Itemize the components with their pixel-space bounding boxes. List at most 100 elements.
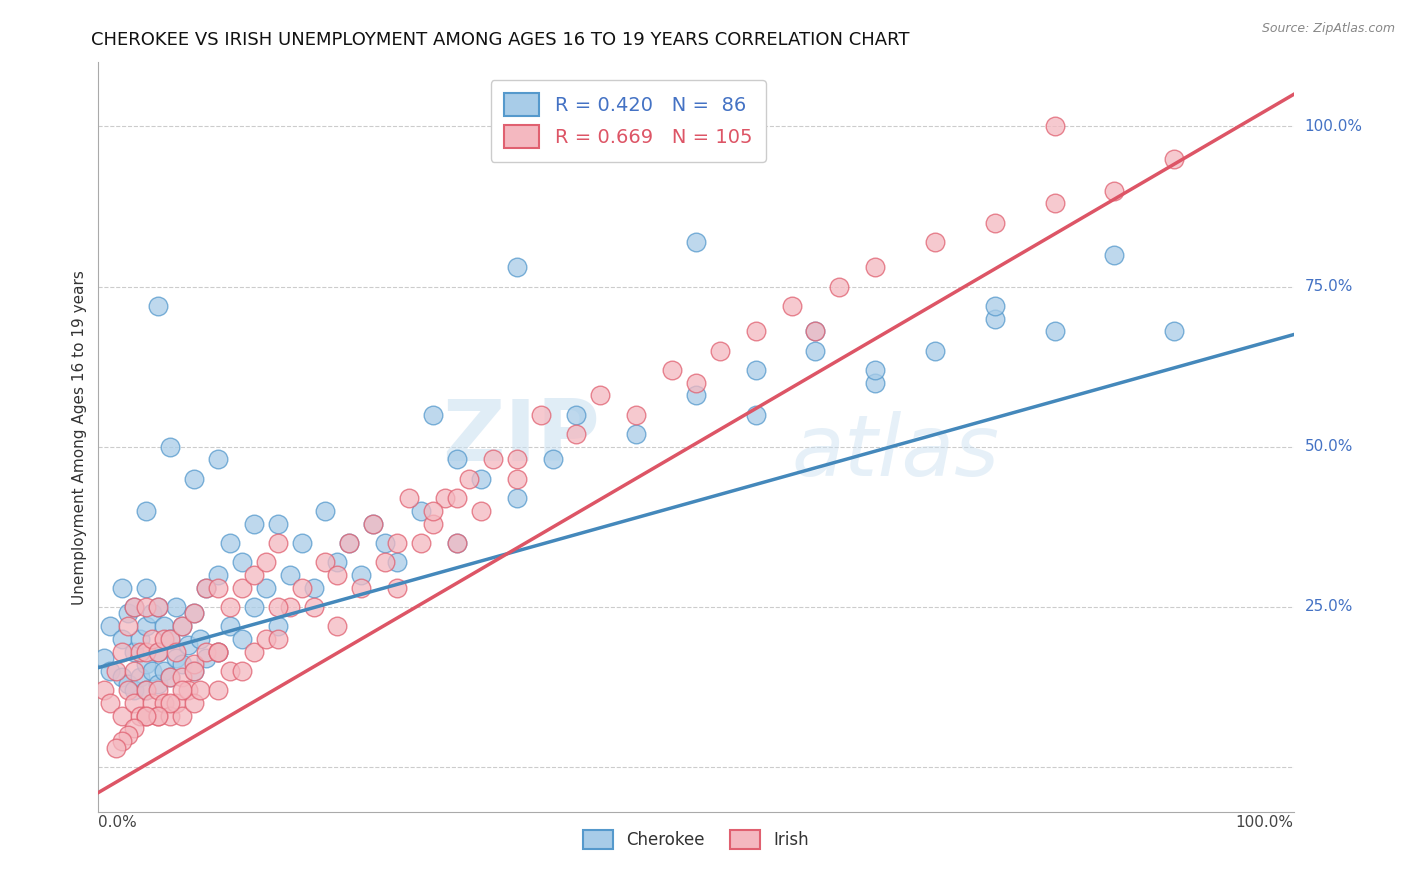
Text: 100.0%: 100.0% bbox=[1236, 815, 1294, 830]
Point bbox=[565, 408, 588, 422]
Point bbox=[446, 535, 468, 549]
Point bbox=[98, 619, 122, 633]
Point bbox=[111, 670, 134, 684]
Text: 100.0%: 100.0% bbox=[1305, 119, 1362, 134]
Point bbox=[124, 696, 146, 710]
Point bbox=[153, 632, 176, 646]
Point bbox=[626, 408, 648, 422]
Point bbox=[159, 670, 181, 684]
Point bbox=[172, 619, 194, 633]
Point bbox=[374, 555, 396, 569]
Point bbox=[446, 535, 468, 549]
Point bbox=[183, 606, 205, 620]
Point bbox=[183, 472, 205, 486]
Point bbox=[93, 683, 115, 698]
Point bbox=[865, 363, 887, 377]
Point bbox=[291, 535, 314, 549]
Point bbox=[153, 664, 176, 678]
Text: 75.0%: 75.0% bbox=[1305, 279, 1353, 294]
Point bbox=[141, 632, 163, 646]
Point bbox=[385, 535, 409, 549]
Point bbox=[434, 491, 457, 505]
Point bbox=[135, 581, 157, 595]
Point bbox=[506, 452, 529, 467]
Point bbox=[865, 260, 887, 275]
Point bbox=[111, 734, 134, 748]
Text: atlas: atlas bbox=[792, 410, 1000, 493]
Point bbox=[458, 472, 481, 486]
Point bbox=[422, 504, 444, 518]
Point bbox=[183, 664, 205, 678]
Point bbox=[278, 567, 301, 582]
Point bbox=[804, 325, 827, 339]
Point bbox=[1163, 152, 1185, 166]
Point bbox=[177, 683, 200, 698]
Point bbox=[124, 664, 146, 678]
Point bbox=[135, 599, 157, 614]
Point bbox=[1043, 325, 1066, 339]
Point bbox=[117, 619, 139, 633]
Point bbox=[243, 599, 266, 614]
Point bbox=[326, 619, 349, 633]
Point bbox=[1104, 247, 1126, 261]
Point bbox=[135, 708, 157, 723]
Point bbox=[111, 581, 134, 595]
Point bbox=[183, 606, 205, 620]
Point bbox=[124, 683, 146, 698]
Point bbox=[177, 638, 200, 652]
Point bbox=[148, 645, 170, 659]
Point bbox=[124, 645, 146, 659]
Point bbox=[159, 632, 181, 646]
Point bbox=[148, 708, 170, 723]
Point bbox=[117, 728, 139, 742]
Point bbox=[661, 363, 683, 377]
Point bbox=[148, 299, 170, 313]
Point bbox=[219, 664, 242, 678]
Point bbox=[780, 299, 803, 313]
Point bbox=[135, 683, 157, 698]
Point bbox=[1163, 325, 1185, 339]
Point bbox=[685, 376, 707, 390]
Point bbox=[385, 581, 409, 595]
Point bbox=[153, 619, 176, 633]
Point bbox=[124, 722, 146, 736]
Point bbox=[135, 683, 157, 698]
Point bbox=[315, 555, 337, 569]
Point bbox=[385, 555, 409, 569]
Point bbox=[148, 645, 170, 659]
Point bbox=[183, 657, 205, 672]
Point bbox=[165, 651, 187, 665]
Point bbox=[315, 504, 337, 518]
Point bbox=[105, 740, 128, 755]
Point bbox=[254, 555, 277, 569]
Point bbox=[350, 567, 373, 582]
Legend: Cherokee, Irish: Cherokee, Irish bbox=[576, 823, 815, 855]
Point bbox=[172, 683, 194, 698]
Text: Source: ZipAtlas.com: Source: ZipAtlas.com bbox=[1261, 22, 1395, 36]
Point bbox=[626, 426, 648, 441]
Point bbox=[172, 670, 194, 684]
Point bbox=[117, 606, 139, 620]
Point bbox=[135, 645, 157, 659]
Point bbox=[709, 343, 731, 358]
Point bbox=[98, 696, 122, 710]
Point bbox=[506, 260, 529, 275]
Point bbox=[165, 599, 187, 614]
Point bbox=[481, 452, 505, 467]
Point bbox=[172, 657, 194, 672]
Point bbox=[141, 696, 163, 710]
Point bbox=[153, 696, 176, 710]
Point bbox=[117, 676, 139, 690]
Point bbox=[984, 311, 1007, 326]
Point bbox=[506, 472, 529, 486]
Point bbox=[195, 581, 218, 595]
Point bbox=[828, 279, 851, 293]
Point bbox=[231, 664, 253, 678]
Point bbox=[231, 555, 253, 569]
Point bbox=[129, 670, 152, 684]
Point bbox=[745, 363, 768, 377]
Point bbox=[148, 599, 170, 614]
Point bbox=[111, 645, 134, 659]
Point bbox=[865, 376, 887, 390]
Point bbox=[326, 555, 349, 569]
